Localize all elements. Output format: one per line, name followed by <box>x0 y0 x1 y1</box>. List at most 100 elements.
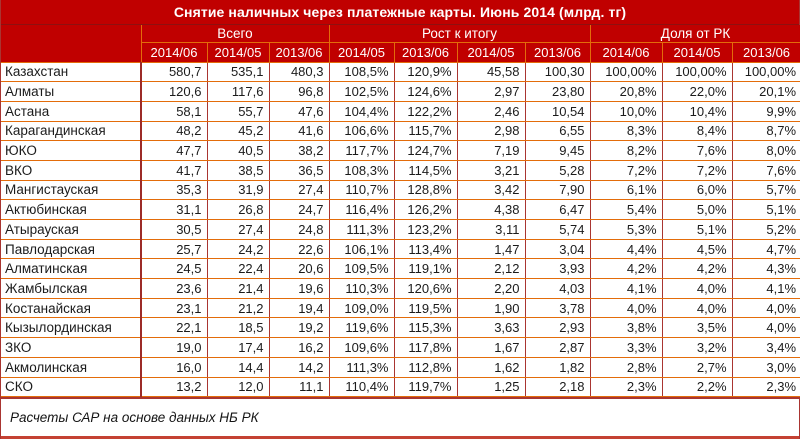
value-cell: 10,4% <box>661 101 733 122</box>
value-cell: 8,4% <box>661 121 733 142</box>
data-table: Всего Рост к итогу Доля от РК 2014/06 2014/… <box>1 25 800 398</box>
value-cell: 5,1% <box>731 199 800 220</box>
value-cell: 7,90 <box>524 180 591 201</box>
value-cell: 20,6 <box>268 258 329 280</box>
value-cell: 7,2% <box>661 160 733 181</box>
value-cell: 114,5% <box>393 160 457 181</box>
table-row: Казахстан 580,7 535,1 480,3 108,5% 120,9% 45,5… <box>1 62 800 83</box>
region-name: Карагандинская <box>1 121 141 142</box>
value-cell: 120,6 <box>140 81 207 102</box>
value-cell: 3,8% <box>589 317 663 339</box>
value-cell: 3,78 <box>524 298 591 319</box>
value-cell: 111,3% <box>328 357 394 378</box>
value-cell: 109,6% <box>328 337 394 358</box>
table-title: Снятие наличных через платежные карты. И… <box>1 0 799 25</box>
region-name: ЮКО <box>1 140 141 161</box>
value-cell: 2,98 <box>456 121 525 142</box>
value-cell: 19,0 <box>140 337 207 358</box>
value-cell: 41,6 <box>268 121 329 142</box>
column-group-1: Всего <box>140 25 330 43</box>
value-cell: 8,0% <box>731 140 800 161</box>
value-cell: 117,8% <box>393 337 457 358</box>
value-cell: 22,6 <box>268 239 329 260</box>
value-cell: 47,6 <box>268 101 329 122</box>
value-cell: 4,0% <box>731 298 800 319</box>
region-name: Алматинская <box>1 258 141 280</box>
value-cell: 20,1% <box>731 81 800 102</box>
column-header-7: 2013/06 <box>524 41 591 63</box>
region-name: ЗКО <box>1 337 141 358</box>
value-cell: 22,1 <box>140 317 207 339</box>
value-cell: 3,11 <box>456 219 525 240</box>
value-cell: 41,7 <box>140 160 207 181</box>
value-cell: 25,7 <box>140 239 207 260</box>
value-cell: 8,2% <box>589 140 663 161</box>
column-header-4: 2014/05 <box>328 41 395 63</box>
column-header-6: 2014/05 <box>456 41 526 63</box>
value-cell: 5,1% <box>661 219 733 240</box>
value-cell: 2,3% <box>589 377 663 398</box>
value-cell: 45,58 <box>456 62 525 83</box>
value-cell: 3,5% <box>661 317 733 339</box>
value-cell: 30,5 <box>140 219 207 240</box>
value-cell: 55,7 <box>206 101 269 122</box>
source-note: Расчеты САР на основе данных НБ РК <box>1 397 799 439</box>
value-cell: 9,9% <box>731 101 800 122</box>
table-row: Астана 58,1 55,7 47,6 104,4% 122,2% 2,46 10,54 1… <box>1 101 800 122</box>
value-cell: 120,9% <box>393 62 457 83</box>
value-cell: 16,0 <box>140 357 207 378</box>
value-cell: 4,3% <box>731 258 800 280</box>
table-row: Жамбылская 23,6 21,4 19,6 110,3% 120,6% 2,20 4,… <box>1 278 800 299</box>
value-cell: 7,6% <box>661 140 733 161</box>
value-cell: 3,3% <box>589 337 663 358</box>
column-header-3: 2013/06 <box>268 41 330 63</box>
value-cell: 106,6% <box>328 121 394 142</box>
value-cell: 4,38 <box>456 199 525 220</box>
value-cell: 480,3 <box>268 62 329 83</box>
value-cell: 26,8 <box>206 199 269 220</box>
value-cell: 3,2% <box>661 337 733 358</box>
value-cell: 115,3% <box>393 317 457 339</box>
value-cell: 2,18 <box>524 377 591 398</box>
value-cell: 120,6% <box>393 278 457 299</box>
value-cell: 48,2 <box>140 121 207 142</box>
table-row: Кызылординская 22,1 18,5 19,2 119,6% 115,3% 3,… <box>1 317 800 339</box>
value-cell: 2,12 <box>456 258 525 280</box>
value-cell: 109,5% <box>328 258 394 280</box>
value-cell: 14,4 <box>206 357 269 378</box>
value-cell: 1,62 <box>456 357 525 378</box>
value-cell: 108,3% <box>328 160 394 181</box>
column-header-2: 2014/05 <box>206 41 270 63</box>
value-cell: 102,5% <box>328 81 394 102</box>
value-cell: 6,1% <box>589 180 663 201</box>
value-cell: 4,0% <box>661 298 733 319</box>
table-row: Акмолинская 16,0 14,4 14,2 111,3% 112,8% 1,62 1… <box>1 357 800 378</box>
value-cell: 110,7% <box>328 180 394 201</box>
value-cell: 1,47 <box>456 239 525 260</box>
value-cell: 38,2 <box>268 140 329 161</box>
value-cell: 110,4% <box>328 377 394 398</box>
value-cell: 117,6 <box>206 81 269 102</box>
value-cell: 3,42 <box>456 180 525 201</box>
value-cell: 10,54 <box>524 101 591 122</box>
region-name: Алматы <box>1 81 141 102</box>
value-cell: 22,4 <box>206 258 269 280</box>
value-cell: 19,2 <box>268 317 329 339</box>
value-cell: 2,46 <box>456 101 525 122</box>
value-cell: 5,7% <box>731 180 800 201</box>
value-cell: 40,5 <box>206 140 269 161</box>
table-row: Атырауская 30,5 27,4 24,8 111,3% 123,2% 3,11 5,… <box>1 219 800 240</box>
column-header-10: 2013/06 <box>731 41 800 63</box>
value-cell: 100,00% <box>731 62 800 83</box>
value-cell: 580,7 <box>140 62 207 83</box>
value-cell: 38,5 <box>206 160 269 181</box>
table-row: ЮКО 47,7 40,5 38,2 117,7% 124,7% 7,19 9,45 8,2% 7… <box>1 140 800 161</box>
value-cell: 4,4% <box>589 239 663 260</box>
value-cell: 27,4 <box>206 219 269 240</box>
value-cell: 2,8% <box>589 357 663 378</box>
value-cell: 27,4 <box>268 180 329 201</box>
value-cell: 119,6% <box>328 317 394 339</box>
column-header-8: 2014/06 <box>589 41 663 63</box>
value-cell: 24,8 <box>268 219 329 240</box>
